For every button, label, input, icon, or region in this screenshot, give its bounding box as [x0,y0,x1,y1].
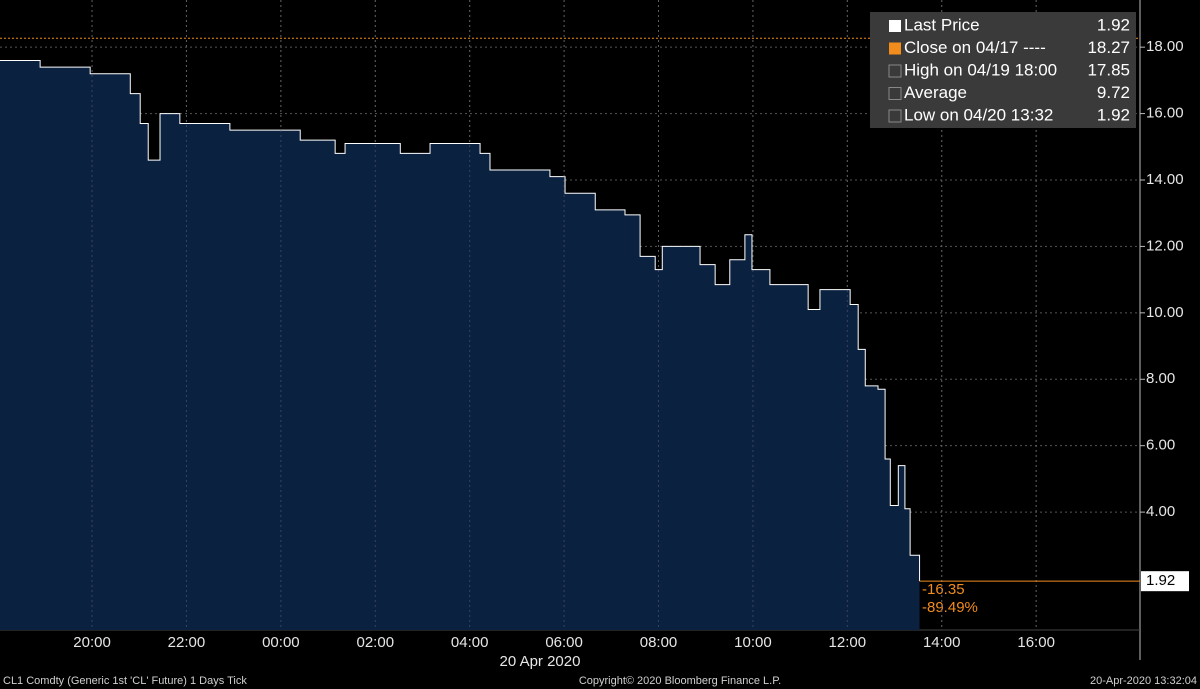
y-tick-label: 12.00 [1146,237,1184,254]
x-tick-label: 12:00 [829,634,867,651]
legend-label: Last Price [904,15,980,34]
footer-right: 20-Apr-2020 13:32:04 [1090,675,1197,687]
legend-label: Average [904,83,967,102]
change-pct-label: -89.49% [922,599,978,616]
x-tick-label: 06:00 [545,634,583,651]
legend-swatch [888,109,902,123]
x-tick-label: 14:00 [923,634,961,651]
y-tick-label: 6.00 [1146,437,1175,454]
y-tick-label: 14.00 [1146,171,1184,188]
legend-swatch [889,42,901,55]
x-tick-label: 16:00 [1017,634,1055,651]
price-line [0,59,921,582]
last-price-tag-label: 1.92 [1146,572,1175,589]
legend-label: Low on 04/20 13:32 [904,105,1053,124]
x-tick-label: 04:00 [451,634,489,651]
y-tick-label: 8.00 [1146,370,1175,387]
legend-swatch [889,20,901,32]
legend-value: 17.85 [1087,60,1130,79]
legend-label: High on 04/19 18:00 [904,60,1057,79]
legend-value: 9.72 [1097,83,1130,102]
x-date-label: 20 Apr 2020 [500,653,581,670]
x-tick-label: 02:00 [357,634,395,651]
change-label: -16.35 [922,581,965,598]
footer-center: Copyright© 2020 Bloomberg Finance L.P. [579,675,781,687]
legend-value: 1.92 [1097,105,1130,124]
x-tick-label: 08:00 [640,634,678,651]
footer-left: CL1 Comdty (Generic 1st 'CL' Future) 1 D… [3,675,247,687]
x-tick-label: 00:00 [262,634,300,651]
legend-swatch [888,87,902,100]
x-tick-label: 20:00 [73,634,111,651]
legend-value: 1.92 [1097,15,1130,34]
last-price-tag [1141,571,1189,592]
legend-label: Close on 04/17 ---- [904,38,1046,57]
x-tick-label: 22:00 [168,634,206,651]
y-tick-label: 4.00 [1146,503,1175,520]
y-tick-label: 10.00 [1146,304,1184,321]
legend-box [870,12,1136,128]
x-tick-label: 10:00 [734,634,772,651]
y-tick-label: 16.00 [1146,105,1184,122]
legend-value: 18.27 [1087,38,1130,57]
area [0,60,920,630]
y-tick-label: 18.00 [1146,38,1184,55]
legend-swatch [888,64,902,78]
